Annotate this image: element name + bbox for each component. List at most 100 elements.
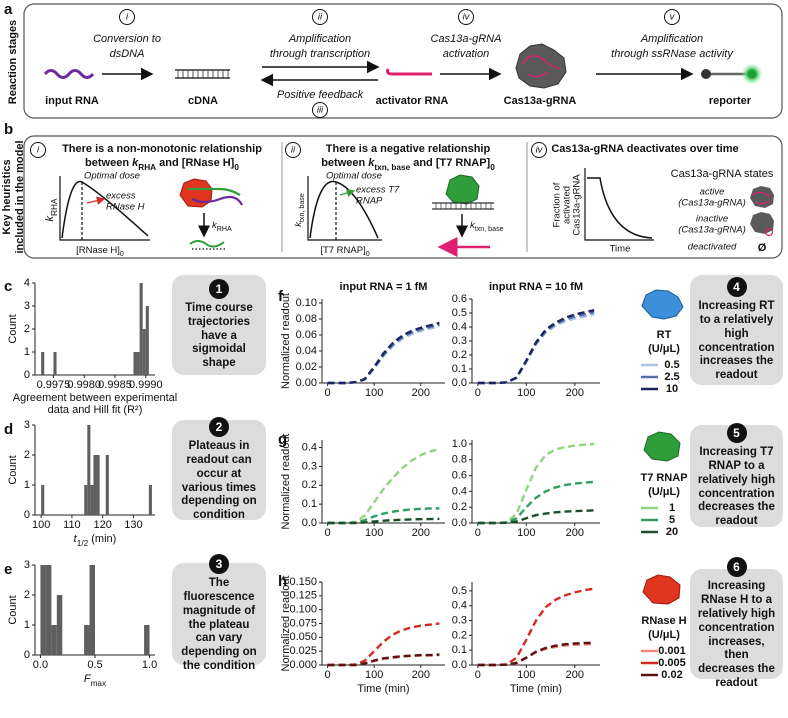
text-run: txn, base xyxy=(298,193,306,222)
finding-box: 1 Time course trajectories have a sigmoid… xyxy=(172,275,266,375)
cas13a-icon xyxy=(515,43,567,89)
sketch-ylabel: kRHA xyxy=(44,198,59,221)
y-tick-label: 0.050 xyxy=(289,631,317,643)
hist-bar xyxy=(96,455,100,515)
y-tick-label: 0.1 xyxy=(452,644,467,656)
text-run: k xyxy=(212,220,218,231)
y-tick-label: 0.5 xyxy=(452,585,467,597)
hist-bar xyxy=(45,565,52,655)
step-label: activation xyxy=(443,48,489,60)
x-tick-label: 130 xyxy=(124,519,142,531)
chart: 0.00 0.02 0.04 0.06 0.08 0.10 0 100 200 input RNA… xyxy=(280,281,445,399)
numeral-circle xyxy=(664,9,680,25)
numerals: i ii iii iv v xyxy=(119,9,680,118)
y-tick-label: 0.5 xyxy=(452,307,467,319)
y-tick-label: 3 xyxy=(24,300,30,312)
sketch-axes xyxy=(307,176,382,241)
text-run: and [RNase H] xyxy=(156,157,235,169)
y-tick-label: 1 xyxy=(24,346,30,358)
y-axis-label: Normalized readout xyxy=(280,434,292,530)
side-label: Reaction stages xyxy=(7,20,19,104)
series-line xyxy=(477,587,595,667)
hist-bar xyxy=(56,595,63,655)
y-tick-label: 0.6 xyxy=(452,293,467,305)
species-label: activator RNA xyxy=(376,95,449,107)
sketch-note: excess xyxy=(106,191,136,202)
legend-title: (U/μL) xyxy=(648,629,680,641)
y-tick-label: 1 xyxy=(24,619,30,631)
legend-label: 2.5 xyxy=(664,371,679,383)
x-tick-label: 0.0 xyxy=(33,659,48,671)
legend-label: 0.5 xyxy=(664,359,679,371)
y-tick-label: 4 xyxy=(24,277,30,289)
y-axis-label: Count xyxy=(7,595,19,624)
series-line xyxy=(327,517,440,525)
sketch-note: RNase H xyxy=(106,202,145,213)
hist-bar xyxy=(84,485,88,515)
sketch-note: excess T7 xyxy=(356,185,400,196)
y-tick-label: 2 xyxy=(24,589,30,601)
series-line xyxy=(477,442,595,525)
legend-title: (U/μL) xyxy=(648,486,680,498)
step-labels: Conversion to dsDNA Amplification throug… xyxy=(93,33,734,101)
finding-text: The fluorescence magnitude of the platea… xyxy=(181,577,257,672)
x-tick-label: 100 xyxy=(365,669,383,681)
rnaseh-icon xyxy=(642,574,681,605)
x-tick-label: 100 xyxy=(517,527,535,539)
numeral-circle xyxy=(285,142,301,158)
text-run: Cas13a-gRNA deactivates over time xyxy=(551,143,738,155)
numeral-circle xyxy=(531,142,547,158)
x-tick-label: 100 xyxy=(365,387,383,399)
x-tick-label: 200 xyxy=(412,387,430,399)
y-tick-label: 0.06 xyxy=(296,329,317,341)
y-tick-label: 2 xyxy=(24,323,30,335)
x-tick-label: 200 xyxy=(412,669,430,681)
axis-spine xyxy=(321,440,445,524)
chart: 0.0 0.1 0.2 0.3 0.4 0 100 200 Normalized readout xyxy=(280,434,445,539)
step-label: through transcription xyxy=(270,48,370,60)
text-run: RHA xyxy=(217,225,232,233)
numeral: iv xyxy=(536,145,544,156)
finding-box: 5 Increasing T7 RNAP to a relatively high… xyxy=(690,423,783,528)
legend-label: 20 xyxy=(666,526,678,538)
hist-bar xyxy=(136,352,140,375)
x-tick-label: 0.9985 xyxy=(98,379,132,391)
series-line xyxy=(477,309,595,385)
sketch-axes xyxy=(584,168,654,241)
series-line xyxy=(477,643,595,667)
chart-title: input RNA = 10 fM xyxy=(489,281,583,293)
numeral: v xyxy=(670,12,676,23)
sketch-ylabel: activated xyxy=(562,186,573,224)
text-run: (min) xyxy=(88,533,116,545)
text-run: between xyxy=(321,157,368,169)
heading: There is a non-monotonic relationship xyxy=(62,143,262,155)
text-run: RHA xyxy=(138,163,156,172)
panel-label: e xyxy=(4,561,12,578)
x-tick-label: 0.9980 xyxy=(67,379,101,391)
text-run: k xyxy=(470,220,476,231)
numeral: iii xyxy=(317,105,324,116)
legend-label: 10 xyxy=(666,383,678,395)
y-tick-label: 0 xyxy=(24,509,30,521)
states-title: Cas13a-gRNA states xyxy=(671,168,774,180)
x-tick-label: 0 xyxy=(325,387,331,399)
chart: 0.0 0.1 0.2 0.3 0.4 0.5 0 100 200 Time (min) xyxy=(452,582,600,695)
text-run: There is a negative relationship xyxy=(326,143,491,155)
state-label: (Cas13a-gRNA) xyxy=(678,225,746,236)
x-tick-label: 0.9975 xyxy=(37,379,71,391)
sketch-label: ktxn, base xyxy=(470,220,504,233)
hist-bar xyxy=(133,352,137,375)
finding-box: 4 Increasing RT to a relatively high conc… xyxy=(690,275,783,385)
finding-number: 5 xyxy=(726,423,747,444)
text-run: There is a non-monotonic relationship xyxy=(62,143,262,155)
x-axis-label: Time (min) xyxy=(510,683,562,695)
finding-text: Increasing T7 RNAP to a relatively high … xyxy=(697,446,776,528)
legend-label: 0.005 xyxy=(658,657,686,669)
series-line xyxy=(327,321,440,385)
text-run: [T7 RNAP] xyxy=(320,245,365,256)
x-tick-label: 200 xyxy=(566,669,584,681)
hist-bar xyxy=(41,352,45,375)
x-axis-label: Agreement between experimental xyxy=(13,392,177,404)
text-run: [RNase H] xyxy=(76,245,120,256)
